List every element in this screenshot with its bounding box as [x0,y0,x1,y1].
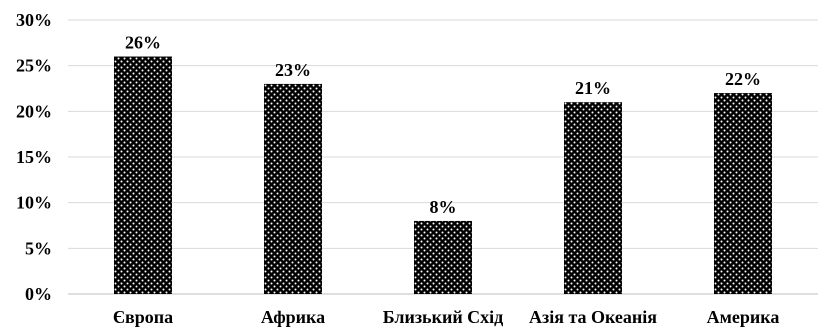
y-tick-label: 5% [25,238,52,258]
category-label: Європа [113,307,173,327]
y-tick-label: 20% [16,101,52,121]
bar [714,93,772,294]
data-labels: 26% 23% 8% 21% 22% [125,33,761,217]
data-label: 22% [725,69,761,89]
bar [114,56,172,295]
y-tick-label: 10% [16,193,52,213]
y-tick-label: 30% [16,10,52,30]
bar [564,102,622,294]
category-label: Азія та Океанія [529,307,657,327]
y-tick-label: 25% [16,56,52,76]
data-label: 21% [575,78,611,98]
data-label: 26% [125,33,161,53]
y-axis-ticks: 0% 5% 10% 15% 20% 25% 30% [16,10,52,304]
category-label: Африка [261,307,325,327]
data-label: 23% [275,60,311,80]
x-axis-categories: Європа Африка Близький Схід Азія та Океанія… [113,307,780,327]
category-label: Америка [707,307,780,327]
gridlines [68,19,818,295]
bar [414,220,472,294]
y-tick-label: 0% [25,284,52,304]
category-label: Близький Схід [383,307,504,327]
data-label: 8% [430,197,457,217]
y-tick-label: 15% [16,147,52,167]
bar [264,83,322,294]
bars [114,56,772,295]
